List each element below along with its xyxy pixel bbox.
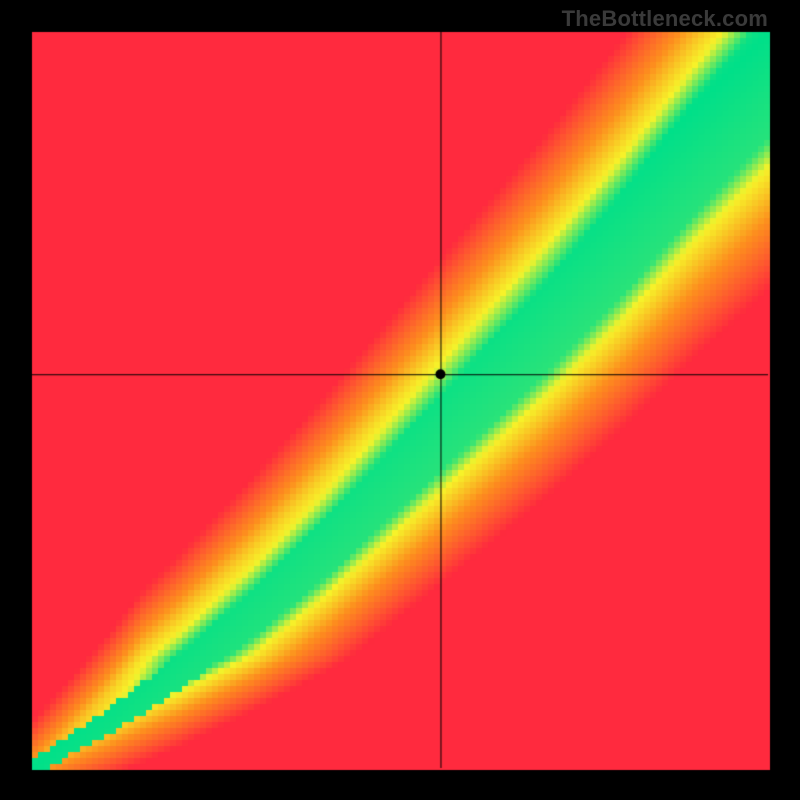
bottleneck-heatmap — [0, 0, 800, 800]
root: TheBottleneck.com — [0, 0, 800, 800]
watermark-text: TheBottleneck.com — [562, 6, 768, 32]
